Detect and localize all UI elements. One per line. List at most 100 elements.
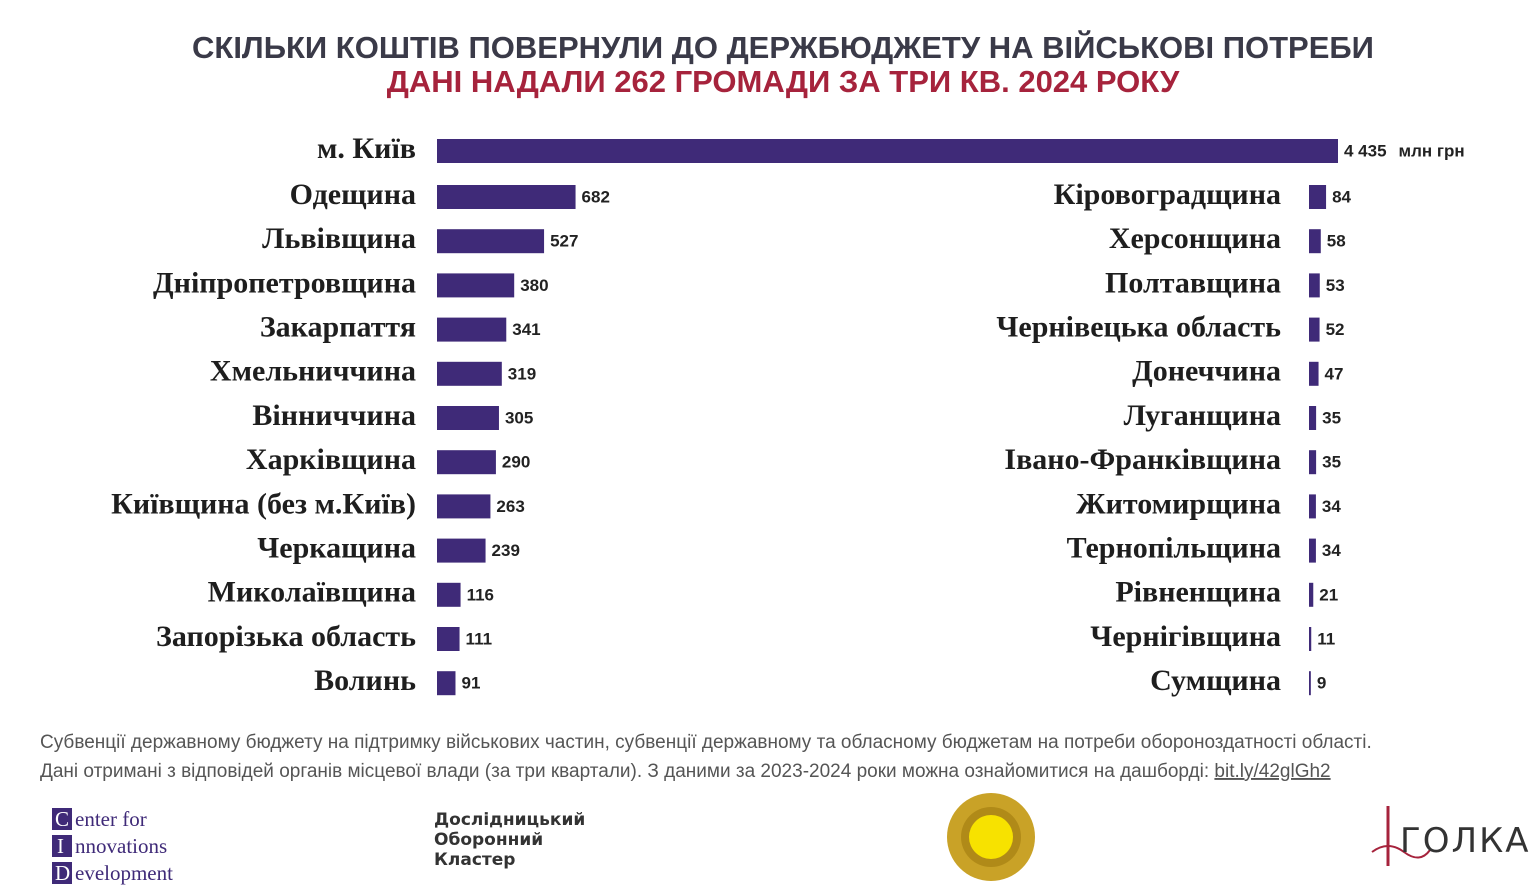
category-label: Івано-Франківщина — [1004, 443, 1281, 476]
emblem-logo — [947, 793, 1035, 881]
value-label: 319 — [508, 364, 536, 383]
logo-text: Оборонний — [434, 830, 543, 850]
bar — [437, 538, 486, 563]
logo-text: Дослідницький — [434, 810, 585, 830]
logo-block — [52, 862, 72, 884]
value-label: 34 — [1322, 497, 1341, 516]
value-label: 52 — [1326, 320, 1345, 339]
value-label: 34 — [1322, 541, 1341, 560]
bar — [437, 229, 545, 254]
category-label: Львівщина — [262, 222, 416, 255]
value-label: 263 — [496, 497, 524, 516]
value-label: 527 — [550, 232, 578, 251]
category-label: Луганщина — [1124, 399, 1281, 432]
category-label: Черкащина — [257, 531, 416, 564]
category-label: Миколаївщина — [208, 576, 416, 609]
bar — [1309, 582, 1314, 607]
dashboard-link[interactable]: bit.ly/42glGh2 — [1214, 761, 1330, 782]
logo-text: enter for — [75, 807, 147, 831]
bar — [1309, 671, 1311, 696]
bar — [1309, 627, 1312, 651]
cid-logo: C enter for I nnovations D evelopment — [52, 807, 173, 885]
value-label: 682 — [582, 187, 610, 206]
category-label: Рівненщина — [1115, 576, 1281, 609]
logo-block — [52, 835, 72, 857]
category-label: Закарпаття — [260, 310, 416, 343]
category-label: Дніпропетровщина — [153, 266, 416, 299]
value-label: 239 — [492, 541, 520, 560]
category-label: Вінниччина — [252, 399, 416, 432]
logo-letter: I — [57, 834, 64, 858]
value-label: 21 — [1319, 585, 1338, 604]
bar — [437, 494, 491, 519]
unit-label: млн грн — [1399, 141, 1465, 160]
value-label: 111 — [466, 629, 493, 648]
category-label: Донеччина — [1132, 355, 1281, 388]
category-label: Запорізька область — [156, 620, 416, 653]
emblem-sun — [969, 815, 1013, 859]
bar — [437, 450, 496, 475]
value-label: 58 — [1327, 232, 1346, 251]
bar — [437, 361, 502, 386]
bar — [437, 582, 461, 607]
category-label: Київщина (без м.Київ) — [111, 487, 416, 520]
category-label: м. Київ — [317, 132, 416, 165]
category-label: Сумщина — [1150, 664, 1281, 697]
bar — [437, 185, 576, 209]
value-label: 305 — [505, 408, 533, 427]
value-label: 91 — [461, 674, 480, 693]
logo-letter: C — [55, 807, 69, 831]
value-label: 35 — [1322, 408, 1341, 427]
value-label: 35 — [1322, 453, 1341, 472]
bar — [1309, 273, 1320, 298]
value-label: 9 — [1317, 674, 1326, 693]
footnote-text: Дані отримані з відповідей органів місце… — [40, 761, 1214, 782]
value-label: 290 — [502, 453, 530, 472]
bar — [1309, 450, 1317, 475]
category-label: Тернопільщина — [1067, 531, 1281, 564]
bar — [437, 273, 515, 298]
logo-letter: D — [55, 861, 70, 885]
cluster-logo: Дослідницький Оборонний Кластер — [434, 810, 585, 870]
value-label: 47 — [1325, 364, 1344, 383]
category-label: Полтавщина — [1105, 266, 1281, 299]
category-label: Харківщина — [246, 443, 416, 476]
bar — [437, 671, 456, 696]
bar — [1309, 538, 1316, 563]
value-label: 341 — [512, 320, 540, 339]
logo-text: evelopment — [75, 861, 173, 885]
bar — [1309, 406, 1317, 430]
bar — [1309, 361, 1319, 386]
logo-text: nnovations — [75, 834, 167, 858]
category-label: Херсонщина — [1109, 222, 1281, 255]
logo-text: ГОЛКА — [1400, 821, 1530, 861]
category-label: Одещина — [290, 178, 416, 211]
value-label: 84 — [1332, 187, 1351, 206]
golka-logo: ГОЛКА — [1371, 806, 1530, 866]
bar — [1309, 494, 1316, 519]
value-label: 116 — [467, 585, 494, 604]
chart-title: СКІЛЬКИ КОШТІВ ПОВЕРНУЛИ ДО ДЕРЖБЮДЖЕТУ … — [192, 29, 1374, 65]
bar — [437, 317, 507, 342]
value-label: 4 435 — [1344, 141, 1387, 160]
logo-thread — [1371, 845, 1431, 859]
category-label: Чернівецька область — [996, 310, 1281, 343]
logo-block — [52, 808, 72, 830]
bar — [437, 627, 460, 651]
value-label: 380 — [520, 276, 548, 295]
footnote: Субвенції державному бюджету на підтримк… — [40, 732, 1372, 753]
category-label: Кіровоградщина — [1054, 178, 1281, 211]
value-label: 11 — [1317, 629, 1335, 648]
footnote: Дані отримані з відповідей органів місце… — [40, 761, 1331, 782]
value-label: 53 — [1326, 276, 1345, 295]
logo-text: Кластер — [434, 850, 515, 870]
category-label: Волинь — [314, 664, 416, 697]
bar — [1309, 229, 1321, 254]
bar — [437, 406, 499, 430]
bar — [437, 139, 1338, 163]
category-label: Житомирщина — [1076, 487, 1281, 520]
chart-subtitle: ДАНІ НАДАЛИ 262 ГРОМАДИ ЗА ТРИ КВ. 2024 … — [387, 64, 1180, 99]
category-label: Хмельниччина — [210, 355, 416, 388]
bar — [1309, 317, 1320, 342]
